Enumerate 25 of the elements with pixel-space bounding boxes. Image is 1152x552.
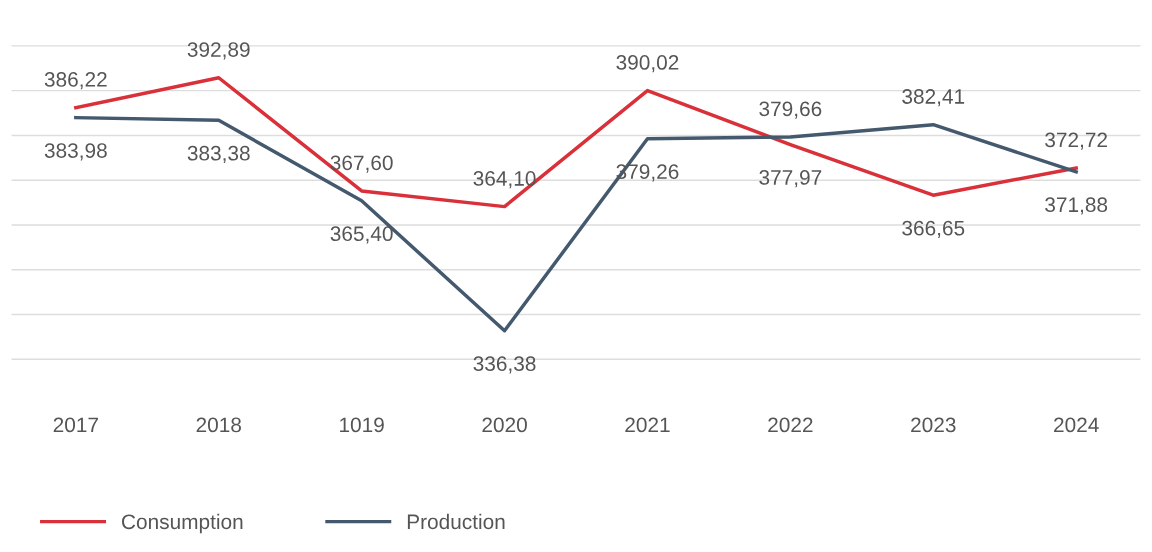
- data-label: 390,02: [616, 55, 679, 73]
- data-label: 392,89: [187, 42, 250, 60]
- x-tick-label: 2023: [911, 417, 956, 433]
- data-label: 371,88: [1045, 197, 1108, 215]
- data-label: 377,97: [759, 170, 822, 188]
- legend-label: Consumption: [122, 513, 243, 534]
- data-label: 366,65: [902, 220, 965, 238]
- data-label: 365,40: [330, 226, 393, 244]
- x-tick-label: 2024: [1054, 417, 1099, 433]
- data-label: 336,38: [473, 356, 536, 374]
- data-label: 364,10: [473, 171, 536, 189]
- data-label: 383,38: [187, 145, 250, 164]
- x-tick-label: 2018: [196, 417, 241, 433]
- x-tick-label: 1019: [340, 417, 384, 433]
- x-tick-label: 2020: [482, 417, 527, 433]
- data-label: 367,60: [330, 155, 393, 173]
- x-tick-label: 2021: [625, 417, 670, 433]
- data-label: 372,72: [1045, 132, 1107, 150]
- x-tick-label: 2022: [768, 417, 813, 433]
- data-label: 383,98: [44, 143, 107, 161]
- data-label: 382,41: [902, 89, 965, 107]
- legend-label: Production: [407, 513, 505, 530]
- data-label: 379,66: [759, 101, 822, 119]
- x-tick-label: 2017: [53, 417, 98, 433]
- data-label: 386,22: [44, 72, 107, 90]
